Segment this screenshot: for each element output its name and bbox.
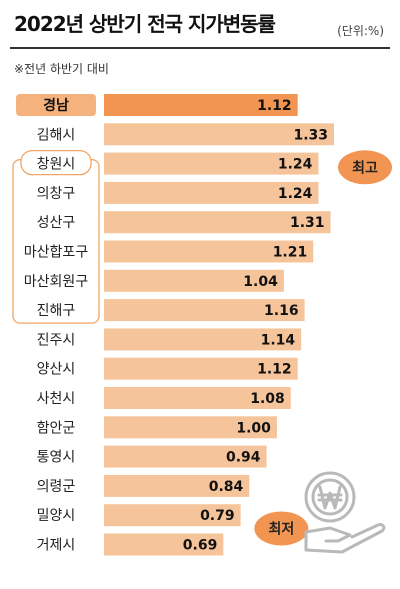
value-label: 0.79 [200,508,235,524]
value-label: 1.04 [243,274,278,290]
annotation-badge [254,511,309,546]
value-label: 1.08 [250,391,285,407]
bar [104,211,331,234]
value-label: 0.69 [183,538,218,554]
annotation-badge-text: 최고 [352,160,378,176]
category-label: 진주시 [37,332,76,348]
annotation-badge [338,150,392,185]
bar [104,474,250,497]
value-label: 0.84 [209,479,244,495]
bar [104,299,305,322]
bar [104,328,302,351]
category-label: 사천시 [37,391,76,407]
category-label: 김해시 [37,127,76,143]
category-label: 의창구 [37,186,76,202]
value-label: 1.24 [278,157,313,173]
category-label: 마산합포구 [24,245,89,261]
bar [104,387,291,409]
category-label: 창원시 [37,157,76,173]
group-bracket [12,158,100,324]
won-coin-in-hand-icon [304,471,386,554]
category-label: 밀양시 [37,508,76,524]
category-label: 함안군 [37,420,76,436]
value-label: 1.33 [293,127,328,143]
bar [104,357,298,380]
bar [104,504,241,527]
bar [104,152,319,175]
highlight-label-bg [16,94,96,116]
value-label: 1.12 [257,98,292,114]
value-label: 1.00 [236,420,271,436]
category-label: 마산회원구 [24,274,89,290]
bar [104,240,314,263]
unit-label: (단위:%) [337,24,384,38]
bar [104,445,267,468]
bar [104,269,284,292]
value-label: 1.31 [290,215,325,231]
category-label: 통영시 [37,450,76,466]
bar [104,94,298,116]
annotation-badge-text: 최저 [268,522,294,538]
bar [104,416,277,439]
category-label: 성산구 [37,215,76,231]
bar [104,181,319,204]
chart-title: 2022년 상반기 전국 지가변동률 [14,12,276,36]
bar [104,533,224,556]
value-label: 1.24 [278,186,313,202]
value-label: 1.14 [261,332,296,348]
value-label: 0.94 [226,450,261,466]
title-divider [10,47,390,49]
value-label: 1.12 [257,362,292,378]
bar [104,123,334,146]
category-label: 진해구 [37,303,76,319]
category-label: 의령군 [37,479,76,495]
category-label: 경남 [43,97,69,114]
value-label: 1.21 [273,245,308,261]
category-label: 양산시 [37,362,76,378]
value-label: 1.16 [264,303,299,319]
category-label: 거제시 [37,538,76,554]
group-parent-label-box [20,149,92,176]
comparison-note: ※전년 하반기 대비 [14,62,109,76]
